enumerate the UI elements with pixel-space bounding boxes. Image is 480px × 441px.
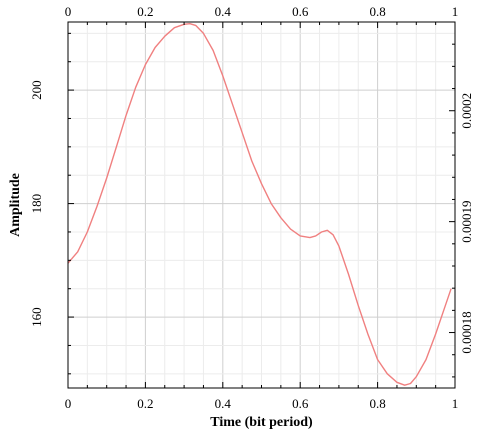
y-tick-label: 180 xyxy=(29,194,44,214)
x2-tick-label: 0.8 xyxy=(369,4,385,19)
x2-tick-label: 0.2 xyxy=(137,4,153,19)
x2-tick-label: 1 xyxy=(452,4,459,19)
series-line-group xyxy=(67,23,452,386)
x2-tick-label: 0.4 xyxy=(215,4,232,19)
grid xyxy=(67,22,456,388)
axis-ticks xyxy=(67,22,456,388)
y2-tick-label: 0.00019 xyxy=(459,201,474,243)
x-tick-label: 1 xyxy=(452,396,459,411)
x-tick-label: 0.6 xyxy=(292,396,309,411)
x-tick-label: 0.8 xyxy=(369,396,385,411)
y2-tick-label: 0.00018 xyxy=(459,311,474,353)
x-axis-title: Time (bit period) xyxy=(210,415,313,430)
x-tick-label: 0.4 xyxy=(215,396,232,411)
x2-tick-label: 0.6 xyxy=(292,4,309,19)
x2-tick-label: 0 xyxy=(65,4,72,19)
y-axis-title: Amplitude xyxy=(8,173,23,237)
y-tick-label: 200 xyxy=(29,80,44,100)
tick-labels: 0 0.2 0.4 0.6 0.8 1 0 0.2 0.4 0.6 0.8 1 160 180 200 0.0… xyxy=(29,4,474,411)
x-tick-label: 0 xyxy=(65,396,72,411)
series-line xyxy=(67,23,452,386)
y2-tick-label: 0.0002 xyxy=(459,93,474,129)
x-tick-label: 0.2 xyxy=(137,396,153,411)
y-tick-label: 160 xyxy=(29,307,44,327)
